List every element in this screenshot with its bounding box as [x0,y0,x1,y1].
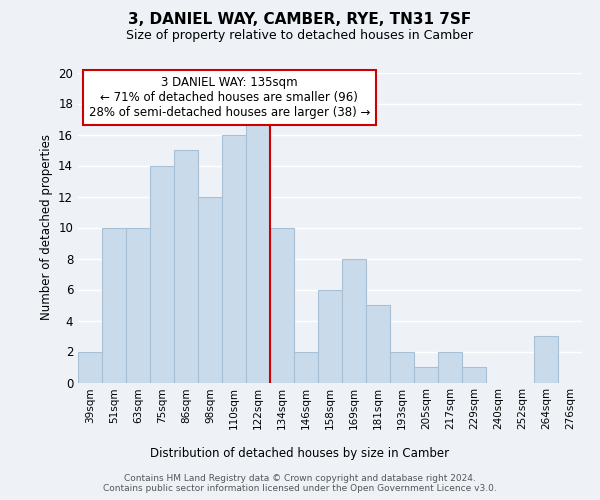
Bar [534,336,558,382]
Text: Distribution of detached houses by size in Camber: Distribution of detached houses by size … [151,448,449,460]
Bar [126,228,150,382]
Bar [390,352,414,382]
Text: Contains HM Land Registry data © Crown copyright and database right 2024.: Contains HM Land Registry data © Crown c… [124,474,476,483]
Text: Size of property relative to detached houses in Camber: Size of property relative to detached ho… [127,29,473,42]
Bar [174,150,198,382]
Bar [294,352,318,382]
Y-axis label: Number of detached properties: Number of detached properties [40,134,53,320]
Bar [78,352,102,382]
Bar [318,290,342,382]
Bar [198,196,222,382]
Bar [366,305,390,382]
Bar [342,258,366,382]
Bar [222,134,246,382]
Bar [246,119,270,382]
Bar [414,367,438,382]
Bar [150,166,174,382]
Text: 3 DANIEL WAY: 135sqm
← 71% of detached houses are smaller (96)
28% of semi-detac: 3 DANIEL WAY: 135sqm ← 71% of detached h… [89,76,370,118]
Text: 3, DANIEL WAY, CAMBER, RYE, TN31 7SF: 3, DANIEL WAY, CAMBER, RYE, TN31 7SF [128,12,472,28]
Bar [462,367,486,382]
Bar [102,228,126,382]
Bar [438,352,462,382]
Text: Contains public sector information licensed under the Open Government Licence v3: Contains public sector information licen… [103,484,497,493]
Bar [270,228,294,382]
